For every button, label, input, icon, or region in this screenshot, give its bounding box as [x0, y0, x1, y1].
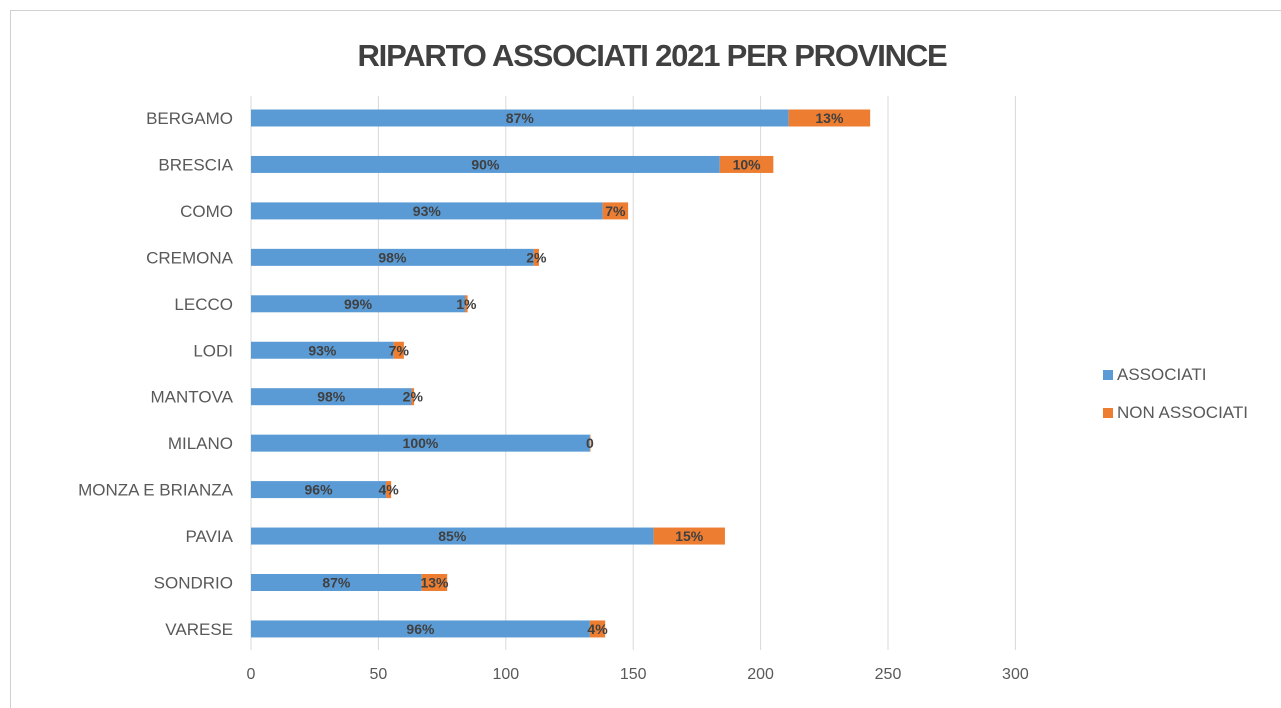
bar-associati: [251, 109, 789, 127]
bar-non-associati: [421, 574, 448, 591]
category-label: COMO: [180, 202, 233, 221]
data-label: 7%: [389, 342, 410, 358]
data-label: 87%: [322, 575, 351, 591]
bar-non-associati: [533, 248, 539, 266]
x-tick-label: 50: [370, 666, 388, 683]
category-label: MONZA E BRIANZA: [78, 481, 234, 500]
category-label: BRESCIA: [158, 155, 233, 174]
data-label: 2%: [526, 249, 547, 265]
legend-swatch: [1103, 370, 1113, 380]
data-label: 96%: [406, 621, 435, 637]
data-label: 1%: [456, 296, 477, 312]
data-label: 96%: [305, 482, 334, 498]
bar-associati: [251, 155, 720, 173]
bar-non-associati: [411, 388, 415, 406]
data-label: 99%: [344, 296, 373, 312]
bar-associati: [251, 295, 466, 313]
bar-non-associati: [719, 155, 774, 173]
category-label: BERGAMO: [146, 109, 233, 128]
bar-non-associati: [386, 481, 392, 499]
x-tick-label: 250: [875, 666, 902, 683]
data-label: 93%: [308, 342, 337, 358]
chart-title: RIPARTO ASSOCIATI 2021 PER PROVINCE: [357, 38, 947, 73]
bar-non-associati: [602, 202, 629, 220]
bar-associati: [251, 388, 412, 406]
bar-non-associati: [589, 620, 606, 638]
bar-associati: [251, 620, 590, 638]
data-label: 2%: [403, 389, 424, 405]
bar-associati: [251, 202, 603, 220]
data-label: 90%: [471, 156, 500, 172]
data-label: 4%: [587, 621, 608, 637]
category-label: VARESE: [165, 620, 233, 639]
legend-label: NON ASSOCIATI: [1117, 403, 1248, 422]
bar-non-associati: [589, 434, 591, 452]
data-label: 98%: [317, 389, 346, 405]
category-label: CREMONA: [146, 248, 234, 267]
data-label: 87%: [506, 110, 535, 126]
bar-non-associati: [393, 341, 404, 359]
data-label: 0: [586, 435, 594, 451]
bar-non-associati: [653, 527, 725, 545]
category-label: LECCO: [174, 295, 233, 314]
data-label: 13%: [420, 575, 449, 591]
category-label: MANTOVA: [151, 388, 234, 407]
data-label: 85%: [438, 528, 467, 544]
legend-label: ASSOCIATI: [1117, 365, 1206, 384]
data-label: 4%: [378, 482, 399, 498]
data-label: 10%: [733, 156, 762, 172]
bar-associati: [251, 248, 534, 266]
x-tick-label: 150: [620, 666, 647, 683]
category-label: PAVIA: [185, 527, 233, 546]
bar-non-associati: [465, 295, 468, 313]
chart-frame: [10, 10, 1281, 708]
data-label: 7%: [605, 203, 626, 219]
bar-non-associati: [788, 109, 871, 127]
bar-associati: [251, 434, 590, 452]
x-tick-label: 100: [492, 666, 519, 683]
x-tick-label: 300: [1002, 666, 1029, 683]
bar-associati: [251, 341, 394, 359]
data-label: 98%: [378, 249, 407, 265]
bar-associati: [251, 481, 387, 499]
x-tick-label: 200: [747, 666, 774, 683]
bar-associati: [251, 574, 422, 591]
bar-associati: [251, 527, 654, 545]
data-label: 15%: [675, 528, 704, 544]
category-label: LODI: [193, 341, 233, 360]
data-label: 13%: [815, 110, 844, 126]
category-label: SONDRIO: [154, 574, 233, 593]
data-label: 93%: [413, 203, 442, 219]
category-label: MILANO: [168, 434, 233, 453]
x-tick-label: 0: [247, 666, 256, 683]
legend-swatch: [1103, 408, 1113, 418]
data-label: 100%: [403, 435, 439, 451]
